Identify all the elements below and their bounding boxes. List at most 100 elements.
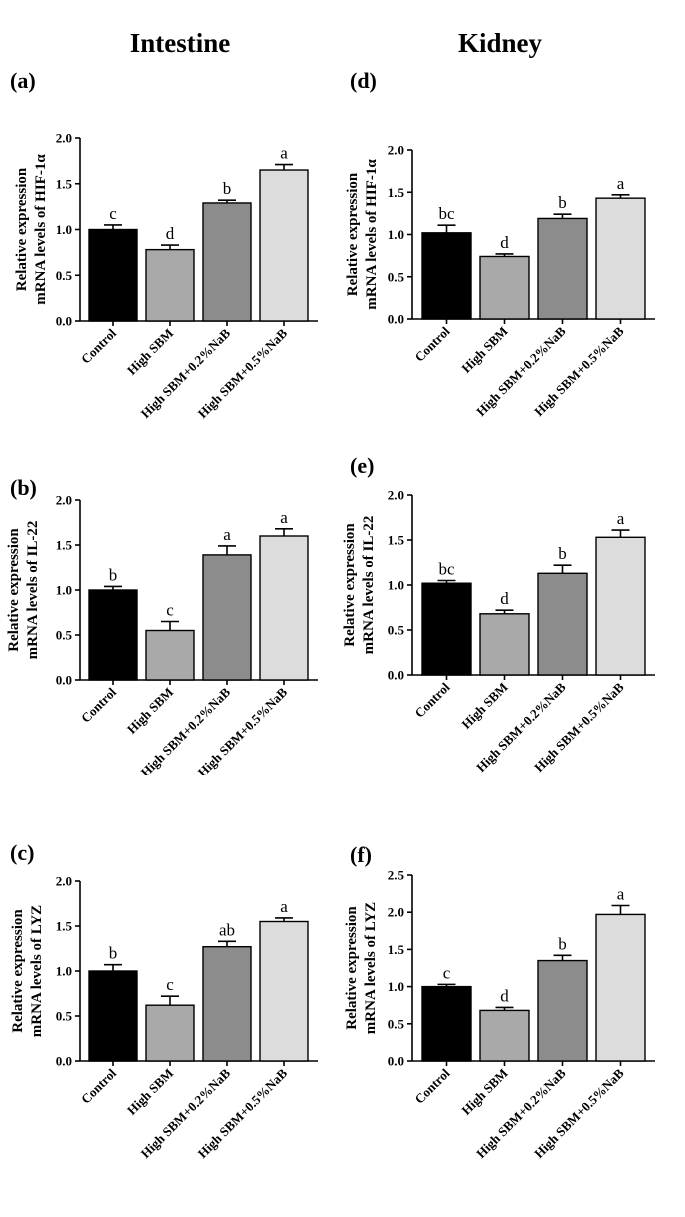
panel-label: (e) xyxy=(350,455,374,478)
chart-d: (d) Relative expression mRNA levels of HIF… xyxy=(345,70,655,419)
y-tick-label: 2.0 xyxy=(56,874,72,889)
bar xyxy=(595,536,646,676)
significance-label: d xyxy=(166,224,175,243)
y-tick-label: 2.0 xyxy=(56,493,72,508)
bar xyxy=(88,228,138,322)
y-tick-label: 1.5 xyxy=(388,185,405,200)
panel-label: (f) xyxy=(350,842,372,867)
significance-label: b xyxy=(109,944,118,963)
significance-label: c xyxy=(166,601,174,620)
chart-a: (a) Relative expression mRNA levels of HIF… xyxy=(10,70,318,421)
y-axis-title-line: mRNA levels of LYZ xyxy=(29,905,45,1037)
significance-label: b xyxy=(558,193,567,212)
significance-label: c xyxy=(109,204,117,223)
bar xyxy=(88,970,138,1062)
significance-label: ab xyxy=(219,920,235,939)
bar xyxy=(259,169,309,322)
bar xyxy=(88,589,138,681)
y-axis-title-line: Relative expression xyxy=(10,909,26,1033)
y-axis-title-line: mRNA levels of IL-22 xyxy=(25,521,41,660)
bar xyxy=(202,554,252,681)
x-tick-label: High SBM xyxy=(458,324,510,376)
bar xyxy=(202,945,252,1062)
bar xyxy=(479,255,530,320)
bar xyxy=(421,985,472,1062)
y-tick-label: 1.0 xyxy=(388,979,404,994)
y-tick-label: 1.5 xyxy=(388,942,405,957)
y-tick-label: 0.0 xyxy=(388,668,404,683)
y-tick-label: 2.5 xyxy=(388,868,405,883)
significance-label: a xyxy=(223,525,231,544)
panel-label: (a) xyxy=(10,70,36,93)
chart-e: (e) Relative expression mRNA levels of IL-… xyxy=(342,455,655,775)
y-tick-label: 2.0 xyxy=(56,131,72,146)
y-tick-label: 0.0 xyxy=(56,673,72,688)
x-tick-label: Control xyxy=(78,325,119,366)
x-tick-label: High SBM xyxy=(124,1066,176,1118)
column-title-intestine: Intestine xyxy=(129,28,231,58)
panel-label: (c) xyxy=(10,840,34,865)
y-tick-label: 1.0 xyxy=(388,578,404,593)
bar xyxy=(421,232,472,320)
significance-label: d xyxy=(500,589,509,608)
y-tick-label: 2.0 xyxy=(388,488,404,503)
y-axis-title-line: Relative expression xyxy=(342,523,358,647)
y-tick-label: 2.0 xyxy=(388,905,404,920)
bar xyxy=(202,202,252,322)
y-axis-title-line: mRNA levels of IL-22 xyxy=(361,516,377,655)
y-tick-label: 0.5 xyxy=(56,1009,73,1024)
bar xyxy=(479,613,530,676)
y-tick-label: 0.5 xyxy=(388,623,405,638)
x-tick-label: High SBM xyxy=(458,1066,510,1118)
y-tick-label: 0.5 xyxy=(56,268,73,283)
y-tick-label: 0.5 xyxy=(388,269,405,284)
y-tick-label: 0.0 xyxy=(56,1054,72,1069)
x-tick-label: Control xyxy=(412,1065,453,1106)
significance-label: a xyxy=(280,508,288,527)
chart-f: (f) Relative expression mRNA levels of LYZ… xyxy=(344,842,655,1161)
significance-label: bc xyxy=(438,560,455,579)
y-axis-title-line: Relative expression xyxy=(6,528,22,652)
y-tick-label: 1.0 xyxy=(56,583,72,598)
y-axis-title-line: mRNA levels of LYZ xyxy=(363,902,379,1034)
significance-label: a xyxy=(617,509,625,528)
x-tick-label: Control xyxy=(78,1065,119,1106)
significance-label: a xyxy=(280,897,288,916)
bar xyxy=(537,959,588,1062)
significance-label: a xyxy=(617,174,625,193)
y-tick-label: 0.5 xyxy=(56,628,73,643)
significance-label: c xyxy=(166,975,174,994)
y-tick-label: 1.0 xyxy=(388,227,404,242)
y-tick-label: 0.0 xyxy=(56,314,72,329)
significance-label: d xyxy=(500,986,509,1005)
x-tick-label: High SBM xyxy=(124,326,176,378)
bar xyxy=(259,535,309,681)
column-title-kidney: Kidney xyxy=(457,28,543,58)
significance-label: b xyxy=(109,565,118,584)
y-tick-label: 0.0 xyxy=(388,1054,404,1069)
chart-b: (b) Relative expression mRNA levels of IL-… xyxy=(6,475,318,775)
panel-label: (b) xyxy=(10,475,37,500)
significance-label: d xyxy=(500,233,509,252)
chart-c: (c) Relative expression mRNA levels of LYZ… xyxy=(10,840,318,1161)
significance-label: a xyxy=(280,144,288,163)
y-axis-title-line: Relative expression xyxy=(345,172,361,296)
bar xyxy=(421,582,472,676)
panel-label: (d) xyxy=(350,70,377,93)
bar xyxy=(145,629,195,681)
significance-label: bc xyxy=(438,204,455,223)
y-tick-label: 1.5 xyxy=(56,176,73,191)
y-axis-title-line: mRNA levels of HIF-1α xyxy=(33,154,49,305)
significance-label: b xyxy=(558,934,567,953)
significance-label: b xyxy=(223,179,232,198)
y-axis-title-line: Relative expression xyxy=(344,906,360,1030)
x-tick-label: High SBM xyxy=(458,680,510,732)
bar xyxy=(479,1009,530,1062)
bar xyxy=(537,572,588,676)
y-tick-label: 1.5 xyxy=(388,533,405,548)
y-tick-label: 0.5 xyxy=(388,1016,405,1031)
y-tick-label: 1.5 xyxy=(56,538,73,553)
x-tick-label: Control xyxy=(78,684,119,725)
y-tick-label: 1.0 xyxy=(56,964,72,979)
x-tick-label: Control xyxy=(412,323,453,364)
